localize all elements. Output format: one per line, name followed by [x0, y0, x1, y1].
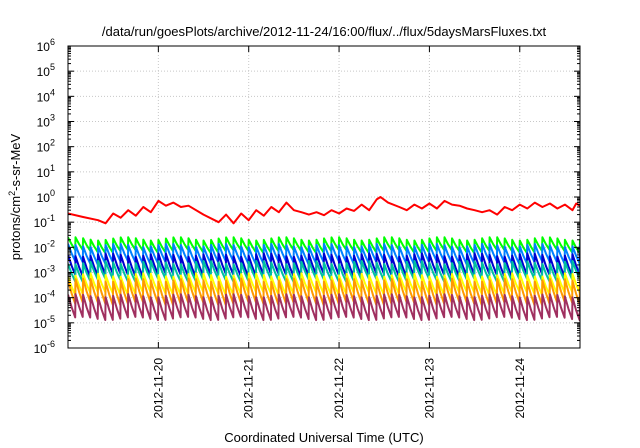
- y-tick-label: 10-5: [34, 314, 55, 331]
- y-tick-mantissa: 10: [34, 292, 48, 306]
- series-line: [68, 277, 580, 306]
- y-tick-mantissa: 10: [34, 317, 48, 331]
- y-axis-ticks: 10-610-510-410-310-210-11001011021031041…: [34, 37, 580, 356]
- y-tick-exponent: -1: [47, 213, 55, 223]
- y-tick-label: 103: [37, 113, 55, 130]
- x-tick-label: 2012-11-23: [422, 358, 436, 419]
- y-tick-label: 104: [37, 87, 55, 104]
- y-tick-mantissa: 10: [34, 241, 48, 255]
- x-tick-label: 2012-11-22: [332, 358, 346, 419]
- y-tick-mantissa: 10: [37, 191, 51, 205]
- series-line: [68, 236, 580, 254]
- x-axis-ticks: 2012-11-20 2012-11-21 2012-11-22 2012-11-23…: [151, 46, 527, 419]
- y-axis-label-exp: 2: [7, 191, 17, 196]
- y-tick-mantissa: 10: [34, 216, 48, 230]
- y-tick-mantissa: 10: [37, 141, 51, 155]
- chart-title: /data/run/goesPlots/archive/2012-11-24/1…: [102, 24, 547, 39]
- y-tick-label: 10-2: [34, 238, 55, 255]
- y-tick-exponent: 1: [50, 163, 55, 173]
- y-tick-exponent: 0: [50, 188, 55, 198]
- y-tick-exponent: -4: [47, 289, 55, 299]
- series-line: [68, 272, 580, 296]
- y-tick-label: 101: [37, 163, 55, 180]
- y-axis-label-rest: -s-sr-MeV: [8, 133, 23, 190]
- y-axis-label-base: protons/cm: [8, 196, 23, 260]
- y-tick-exponent: 4: [50, 87, 55, 97]
- y-tick-exponent: -5: [47, 314, 55, 324]
- y-axis-label: protons/cm2-s-sr-MeV: [7, 133, 23, 260]
- y-tick-exponent: 5: [50, 62, 55, 72]
- y-tick-mantissa: 10: [34, 342, 48, 356]
- y-tick-mantissa: 10: [34, 267, 48, 281]
- y-tick-exponent: 6: [50, 37, 55, 47]
- x-tick-label: 2012-11-21: [242, 358, 256, 419]
- y-tick-label: 100: [37, 188, 55, 205]
- y-tick-label: 10-1: [34, 213, 55, 230]
- series-line: [68, 242, 580, 266]
- x-tick-label: 2012-11-20: [151, 358, 165, 419]
- y-tick-exponent: -6: [47, 339, 55, 349]
- y-tick-label: 105: [37, 62, 55, 79]
- y-tick-exponent: -3: [47, 264, 55, 274]
- series-line: [68, 260, 580, 283]
- y-tick-mantissa: 10: [37, 40, 51, 54]
- x-tick-label: 2012-11-24: [513, 358, 527, 419]
- y-tick-exponent: -2: [47, 238, 55, 248]
- y-tick-exponent: 2: [50, 138, 55, 148]
- y-tick-label: 10-6: [34, 339, 55, 356]
- y-tick-mantissa: 10: [37, 65, 51, 79]
- x-axis-label: Coordinated Universal Time (UTC): [224, 430, 423, 445]
- series-group: [68, 196, 580, 322]
- y-tick-mantissa: 10: [37, 90, 51, 104]
- series-line: [68, 196, 580, 225]
- y-tick-mantissa: 10: [37, 116, 51, 130]
- y-tick-label: 106: [37, 37, 55, 54]
- y-tick-mantissa: 10: [37, 166, 51, 180]
- y-tick-label: 102: [37, 138, 55, 155]
- series-line: [68, 293, 580, 322]
- y-tick-exponent: 3: [50, 113, 55, 123]
- y-tick-label: 10-3: [34, 264, 55, 281]
- series-line: [68, 252, 580, 278]
- y-tick-label: 10-4: [34, 289, 55, 306]
